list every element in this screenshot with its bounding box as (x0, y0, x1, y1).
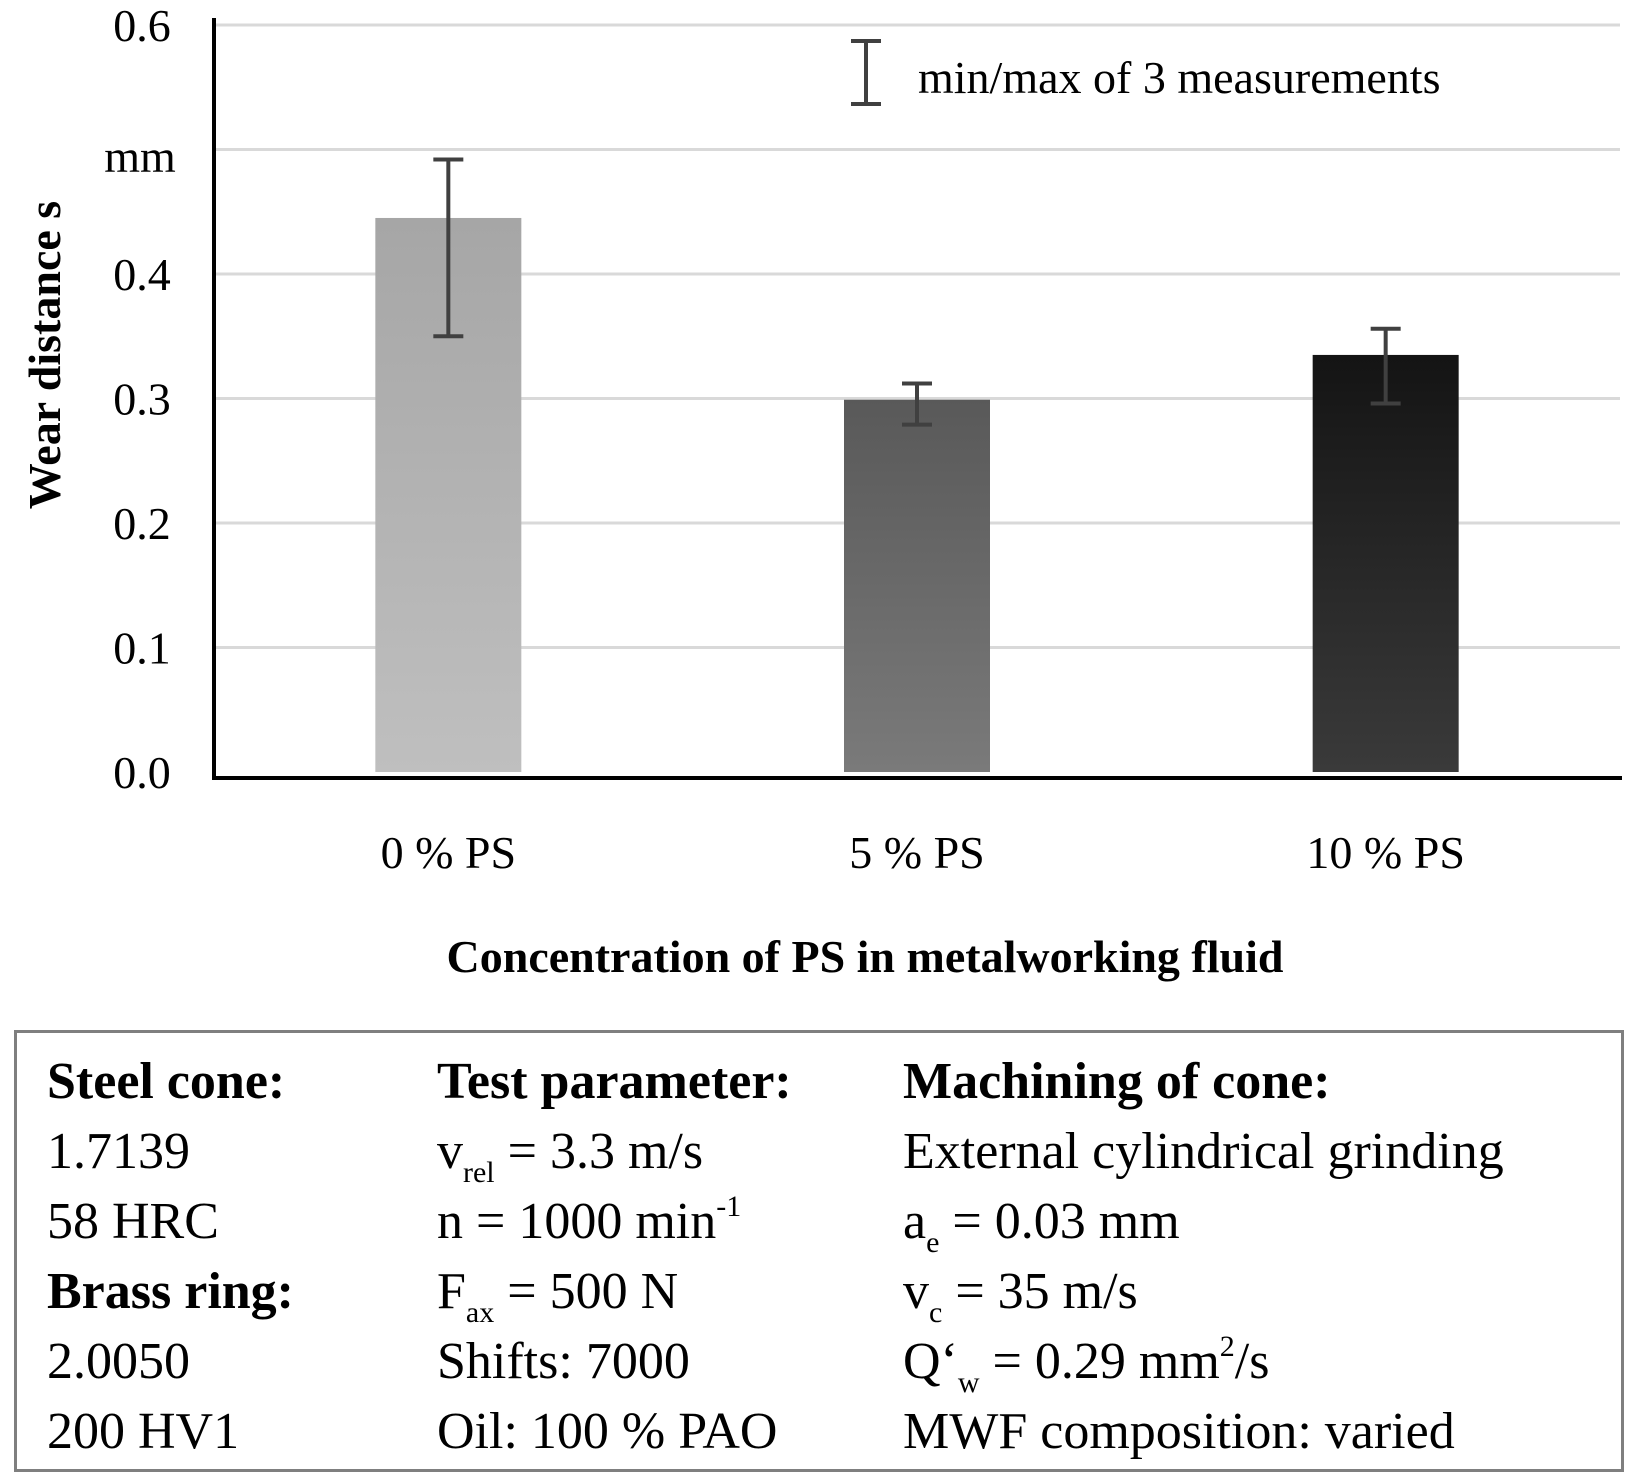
brass-ring-heading: Brass ring: (47, 1263, 294, 1320)
x-axis-title: Concentration of PS in metalworking flui… (447, 931, 1284, 982)
y-tick-label: 0.6 (113, 0, 171, 51)
y-tick-label: 0.3 (113, 374, 171, 425)
error-bar-1 (902, 381, 932, 427)
y-tick-label: 0.4 (113, 249, 171, 300)
shifts: Shifts: 7000 (437, 1333, 690, 1390)
legend-errorbar-icon (851, 39, 881, 106)
removal-rate: Q‘w = 0.29 mm2/s (903, 1330, 1270, 1399)
steel-cone-heading: Steel cone: (47, 1053, 286, 1110)
x-category-label: 0 % PS (381, 827, 516, 878)
error-bar-2 (1370, 326, 1401, 406)
test-parameter-box: Steel cone: 1.7139 58 HRC Brass ring: 2.… (14, 1030, 1624, 1472)
legend: min/max of 3 measurements (851, 39, 1441, 106)
rotational-speed: n = 1000 min-1 (437, 1190, 742, 1251)
x-category-labels: 0 % PS 5 % PS 10 % PS (381, 827, 1465, 878)
oil: Oil: 100 % PAO (437, 1403, 778, 1460)
legend-label: min/max of 3 measurements (918, 52, 1441, 103)
test-parameter-column: Test parameter: vrel = 3.3 m/s n = 1000 … (437, 1047, 792, 1467)
error-bar-0 (433, 157, 464, 339)
error-bars (433, 157, 1401, 427)
y-tick-label: 0.1 (113, 623, 171, 674)
cutting-speed: vc = 35 m/s (903, 1263, 1138, 1329)
y-tick-label: 0.0 (113, 747, 171, 798)
y-axis-title: Wear distance s (19, 201, 70, 509)
depth-of-cut: ae = 0.03 mm (903, 1193, 1180, 1259)
steel-material: 1.7139 (47, 1123, 190, 1180)
y-tick-labels: 0.0 0.1 0.2 0.3 0.4 0.6 (113, 0, 171, 798)
machining-heading: Machining of cone: (903, 1053, 1331, 1110)
steel-brass-column: Steel cone: 1.7139 58 HRC Brass ring: 2.… (47, 1047, 294, 1467)
y-tick-label: 0.2 (113, 498, 171, 549)
y-unit-label: mm (104, 131, 176, 182)
bars (375, 217, 1459, 773)
steel-hardness: 58 HRC (47, 1193, 219, 1250)
grinding-process: External cylindrical grinding (903, 1123, 1504, 1180)
bar-2 (1312, 354, 1459, 772)
mwf-composition: MWF composition: varied (903, 1403, 1455, 1460)
test-parameter-heading: Test parameter: (437, 1053, 792, 1110)
brass-material: 2.0050 (47, 1333, 190, 1390)
brass-hardness: 200 HV1 (47, 1403, 240, 1460)
x-category-label: 10 % PS (1306, 827, 1464, 878)
axial-force: Fax = 500 N (437, 1263, 679, 1329)
x-category-label: 5 % PS (849, 827, 984, 878)
wear-distance-chart: 0.0 0.1 0.2 0.3 0.4 0.6 0 % PS 5 % PS 10 % PS m… (19, 0, 1622, 982)
machining-column: Machining of cone: External cylindrical … (903, 1047, 1504, 1467)
bar-1 (844, 399, 990, 772)
relative-velocity: vrel = 3.3 m/s (437, 1123, 704, 1189)
